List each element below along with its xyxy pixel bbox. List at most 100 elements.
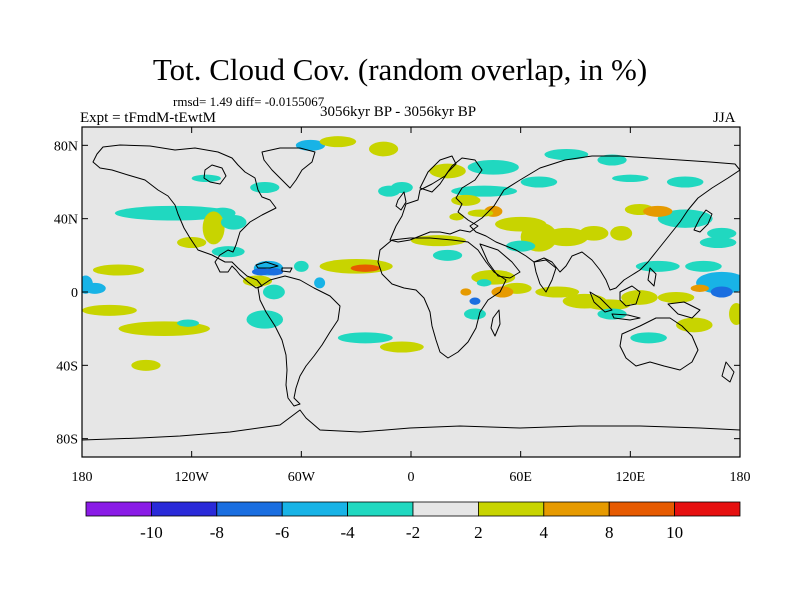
colorbar-label: -2	[406, 523, 420, 542]
coastline-arabia	[479, 243, 521, 279]
experiment-label: Expt = tFmdM-tEwtM	[80, 110, 216, 126]
anomaly-region	[294, 260, 309, 272]
anomaly-region	[131, 359, 161, 371]
coastline-scandinavia	[419, 155, 457, 193]
anomaly-region	[666, 176, 704, 188]
colorbar-swatch	[674, 501, 741, 517]
coastline-australia	[619, 317, 699, 371]
anomaly-region	[707, 227, 737, 239]
coastline-new-zealand	[721, 361, 735, 383]
coastline-africa	[377, 237, 507, 359]
anomaly-region	[432, 249, 463, 261]
coastline-philippines	[647, 267, 657, 287]
anomaly-region	[451, 185, 518, 197]
anomaly-region	[202, 211, 225, 245]
colorbar-label: -8	[210, 523, 224, 542]
coastline-antarctica	[82, 409, 740, 441]
period-label: 3056kyr BP - 3056kyr BP	[320, 104, 477, 120]
anomaly-region	[699, 237, 737, 248]
anomaly-region	[211, 246, 245, 258]
x-tick-label: 180	[72, 470, 93, 485]
anomaly-region	[262, 284, 285, 300]
coastline-sumatra	[589, 291, 613, 313]
anomaly-region	[177, 319, 199, 327]
coastline-asia	[469, 155, 740, 291]
x-tick-label: 60W	[288, 470, 316, 485]
colorbar-label: 2	[474, 523, 483, 542]
x-tick-label: 0	[408, 470, 415, 485]
colorbar-label: 4	[540, 523, 549, 542]
coastline-uk	[395, 191, 407, 211]
colorbar-swatch	[608, 501, 676, 517]
axis-ticks: 180 120W 60W 0 60E 120E 180 80N 40N 0 40S 80S	[54, 127, 751, 485]
colorbar-swatch	[412, 501, 479, 517]
anomaly-region	[83, 282, 106, 294]
y-tick-label: 40S	[56, 359, 78, 374]
colorbar-swatch	[216, 501, 283, 517]
anomaly-region	[337, 332, 393, 344]
coastline-layer	[82, 144, 740, 441]
coastline-borneo	[619, 285, 641, 307]
colorbar: -10 -8 -6 -4 -2 2 4 8 10	[85, 501, 741, 542]
anomaly-region	[114, 205, 232, 221]
anomaly-region	[82, 304, 137, 316]
coastline-south-america	[257, 275, 341, 407]
anomaly-region	[520, 176, 558, 188]
anomaly-region	[449, 213, 465, 221]
anomaly-region	[676, 317, 713, 333]
chart-title: Tot. Cloud Cov. (random overlap, in %)	[152, 52, 648, 87]
coastline-hispaniola	[281, 267, 293, 273]
anomaly-region	[295, 139, 326, 151]
anomaly-region	[643, 205, 673, 217]
coastline-new-guinea	[667, 301, 701, 319]
x-tick-label: 60E	[509, 470, 532, 485]
anomaly-region	[535, 286, 580, 298]
coastline-madagascar	[490, 309, 501, 337]
anomaly-region	[579, 226, 609, 241]
coastline-hudson-bay	[203, 164, 227, 185]
anomaly-region	[467, 209, 494, 217]
x-tick-label: 120W	[175, 470, 210, 485]
colorbar-swatch	[347, 501, 414, 517]
coastline-north-america	[92, 144, 277, 289]
anomaly-region	[451, 194, 481, 206]
colorbar-swatch	[543, 501, 610, 517]
anomaly-region	[685, 260, 722, 272]
coastline-japan	[693, 209, 713, 233]
colorbar-label: -10	[140, 523, 163, 542]
y-tick-label: 80S	[56, 433, 78, 448]
coastline-india	[533, 259, 557, 293]
colorbar-label: -4	[341, 523, 356, 542]
anomaly-region	[429, 163, 466, 179]
y-tick-label: 0	[71, 286, 78, 301]
anomaly-region	[657, 292, 695, 303]
colorbar-swatch	[281, 501, 349, 517]
season-label: JJA	[713, 110, 736, 126]
colorbar-label: -6	[275, 523, 289, 542]
anomaly-region	[350, 264, 380, 272]
anomaly-region	[379, 341, 424, 353]
x-tick-label: 120E	[616, 470, 646, 485]
anomaly-region	[612, 174, 649, 182]
anomaly-region	[264, 268, 284, 276]
x-tick-label: 180	[730, 470, 751, 485]
y-tick-label: 80N	[54, 139, 78, 154]
anomaly-region	[729, 303, 740, 325]
anomaly-region	[630, 332, 667, 344]
anomaly-region	[710, 286, 733, 298]
anomaly-region	[469, 297, 481, 305]
anomaly-region	[467, 160, 519, 175]
colorbar-swatch	[85, 501, 152, 517]
stats-label: rmsd= 1.49 diff= -0.0155067	[173, 94, 325, 109]
colorbar-label: 10	[666, 523, 683, 542]
anomaly-region	[92, 264, 145, 276]
anomaly-region	[390, 182, 413, 193]
anomaly-region	[177, 237, 207, 248]
anomaly-region	[314, 277, 326, 289]
anomaly-region	[621, 290, 658, 305]
anomaly-region	[319, 136, 357, 148]
anomaly-region	[635, 260, 680, 272]
coastline-java	[611, 313, 641, 321]
anomaly-region	[690, 284, 709, 293]
